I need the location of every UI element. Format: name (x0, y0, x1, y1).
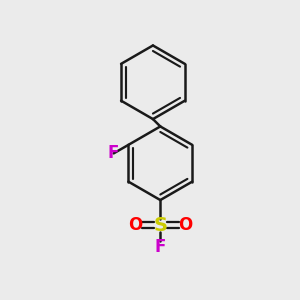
Text: O: O (128, 216, 142, 234)
Text: S: S (153, 216, 167, 235)
Text: F: F (154, 238, 166, 256)
Text: O: O (178, 216, 193, 234)
Text: F: F (108, 144, 119, 162)
